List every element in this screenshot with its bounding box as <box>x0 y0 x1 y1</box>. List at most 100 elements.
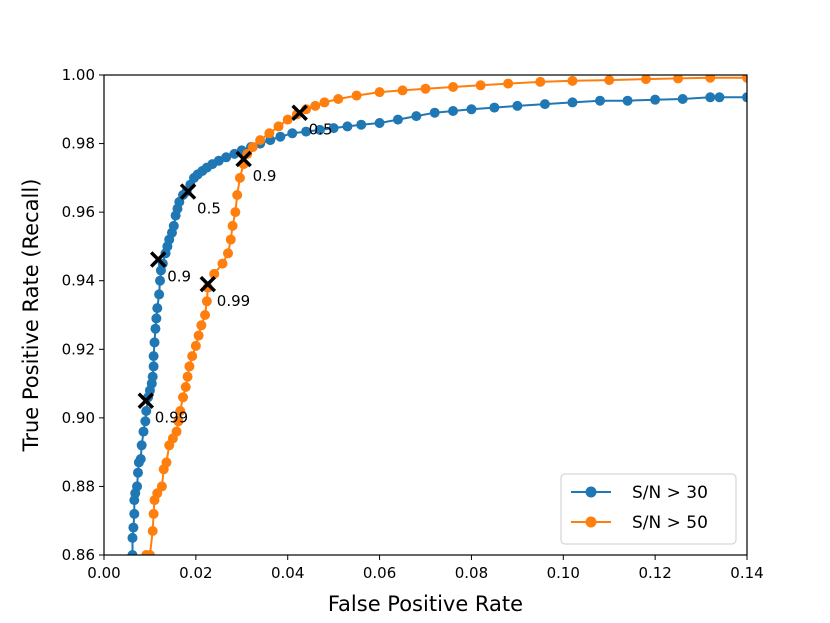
data-point-series-1 <box>247 142 258 152</box>
data-point-series-0 <box>714 92 725 103</box>
data-point-series-1 <box>190 340 201 351</box>
data-point-series-0 <box>328 123 339 134</box>
data-point-series-0 <box>149 337 160 348</box>
data-point-series-0 <box>147 371 158 382</box>
y-tick-label: 0.90 <box>62 409 95 427</box>
data-point-series-1 <box>640 75 651 85</box>
y-tick-label: 0.94 <box>62 272 95 290</box>
data-point-series-1 <box>448 82 459 92</box>
threshold-marker-x <box>179 183 197 200</box>
data-point-series-0 <box>301 126 312 137</box>
data-point-series-1 <box>209 268 220 279</box>
data-point-series-1 <box>333 94 344 104</box>
y-tick-label: 1.00 <box>62 66 95 84</box>
data-point-series-0 <box>140 416 151 427</box>
threshold-label: 0.5 <box>309 121 333 139</box>
data-point-series-0 <box>411 111 422 122</box>
data-point-series-1 <box>180 382 191 392</box>
legend-swatch-marker-sn30 <box>585 486 597 498</box>
data-point-series-1 <box>171 426 182 437</box>
legend-swatch-marker-sn50 <box>585 516 597 528</box>
plot-frame <box>103 74 748 556</box>
annotation-layer: 0.5 0.9 0.99 0.5 0.9 0.99 <box>137 104 333 427</box>
data-point-series-0 <box>155 275 166 286</box>
x-tick-label: 0.00 <box>87 564 120 582</box>
data-point-series-0 <box>127 550 138 555</box>
data-point-series-0 <box>136 440 147 451</box>
data-point-series-0 <box>448 106 459 116</box>
y-tick-label: 0.96 <box>62 203 95 221</box>
data-point-series-0 <box>429 107 440 118</box>
x-tick-label: 0.10 <box>547 564 580 582</box>
data-point-series-1 <box>264 128 275 139</box>
data-point-series-0 <box>141 406 152 416</box>
data-point-series-0 <box>567 97 578 108</box>
data-point-series-1 <box>232 190 243 200</box>
data-point-series-0 <box>221 152 232 163</box>
data-point-series-1 <box>310 100 321 111</box>
threshold-label: 0.9 <box>167 267 191 285</box>
data-point-series-1 <box>255 135 266 146</box>
data-point-series-1 <box>351 90 362 101</box>
data-point-series-1 <box>193 330 204 341</box>
x-tick-label: 0.14 <box>730 564 763 582</box>
data-point-series-0 <box>512 100 523 111</box>
data-point-series-0 <box>677 94 688 104</box>
x-tick-label: 0.04 <box>271 564 304 582</box>
data-point-series-0 <box>135 454 146 464</box>
data-point-series-1 <box>374 87 385 98</box>
data-point-series-1 <box>234 172 245 183</box>
data-point-series-1 <box>705 75 716 83</box>
data-point-series-1 <box>673 75 684 84</box>
data-point-series-1 <box>200 310 211 320</box>
x-axis-title: False Positive Rate <box>328 592 523 616</box>
data-point-series-0 <box>128 522 139 533</box>
data-point-series-1 <box>397 85 408 96</box>
data-point-series-0 <box>595 95 606 106</box>
data-point-series-1 <box>282 114 293 125</box>
data-point-series-0 <box>129 508 140 519</box>
data-point-series-0 <box>650 94 661 105</box>
x-tick-label: 0.08 <box>455 564 488 582</box>
threshold-label: 0.99 <box>155 409 188 427</box>
data-point-series-0 <box>622 95 633 106</box>
threshold-marker-x <box>149 251 167 268</box>
data-point-series-0 <box>314 124 325 135</box>
data-point-series-0 <box>705 92 716 103</box>
data-point-series-0 <box>356 119 367 130</box>
data-point-series-1 <box>230 207 241 218</box>
legend-label-sn30: S/N > 30 <box>632 483 708 503</box>
data-point-series-1 <box>173 416 184 427</box>
data-point-series-1 <box>319 97 330 108</box>
threshold-label: 0.9 <box>253 167 277 185</box>
x-tick-label: 0.06 <box>363 564 396 582</box>
data-point-series-1 <box>475 80 486 91</box>
data-point-series-1 <box>273 121 284 132</box>
threshold-label: 0.5 <box>197 200 221 218</box>
data-point-series-0 <box>132 481 143 492</box>
data-point-series-1 <box>177 392 188 403</box>
data-point-series-0 <box>466 104 477 115</box>
x-tick-label: 0.02 <box>179 564 212 582</box>
data-point-series-0 <box>138 426 149 437</box>
data-point-series-1 <box>161 457 172 468</box>
data-point-series-0 <box>154 289 165 300</box>
data-point-series-0 <box>152 303 163 314</box>
y-tick-label: 0.86 <box>62 546 95 564</box>
data-point-series-0 <box>392 114 403 125</box>
data-point-series-0 <box>150 323 161 334</box>
data-point-series-0 <box>148 351 159 362</box>
data-point-series-0 <box>275 131 286 142</box>
data-point-series-0 <box>127 532 138 543</box>
data-point-series-1 <box>742 75 747 83</box>
threshold-marker-x <box>291 104 308 121</box>
y-tick-label: 0.98 <box>62 135 95 153</box>
data-point-series-1 <box>147 526 158 536</box>
data-point-series-1 <box>217 258 228 269</box>
data-point-series-0 <box>342 121 353 132</box>
data-point-series-0 <box>287 128 298 139</box>
data-point-series-1 <box>567 75 578 86</box>
data-point-series-1 <box>223 248 234 259</box>
data-point-series-0 <box>489 102 500 113</box>
